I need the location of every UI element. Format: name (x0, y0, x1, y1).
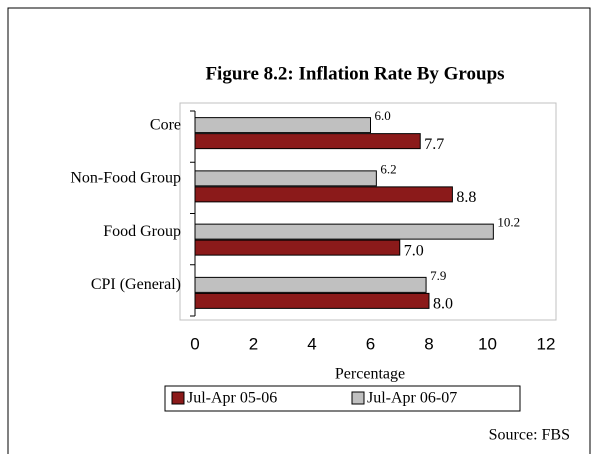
chart-title: Figure 8.2: Inflation Rate By Groups (205, 63, 504, 84)
y-tick-label: Food Group (103, 223, 181, 240)
legend-box (164, 385, 521, 412)
value-label: 7.0 (404, 242, 424, 259)
value-label: 8.8 (456, 189, 476, 206)
y-tick-label: Core (150, 116, 181, 133)
y-tick-label: CPI (General) (91, 276, 181, 293)
bar (194, 292, 430, 309)
legend-label: Jul-Apr 05-06 (187, 390, 277, 407)
value-label: 7.7 (424, 136, 444, 153)
x-tick-label: 2 (249, 334, 258, 353)
value-label: 10.2 (497, 215, 520, 230)
plot-border (179, 102, 557, 321)
x-tick-label: 8 (424, 334, 433, 353)
bar (194, 223, 494, 240)
x-tick-label: 4 (307, 334, 316, 353)
bar (194, 117, 371, 134)
bar (194, 276, 427, 293)
frame (7, 7, 591, 454)
y-tick-label: Non-Food Group (70, 170, 181, 187)
value-label: 6.0 (375, 108, 391, 123)
bar (194, 239, 401, 256)
x-tick-label: 0 (190, 334, 199, 353)
x-axis-label: Percentage (335, 366, 405, 383)
legend-swatch (351, 391, 365, 405)
legend-label: Jul-Apr 06-07 (367, 390, 457, 407)
value-label: 7.9 (430, 268, 446, 283)
bar (194, 170, 377, 187)
bar (194, 133, 421, 150)
x-tick-label: 10 (478, 334, 497, 353)
legend-swatch (171, 391, 185, 405)
x-tick-label: 6 (366, 334, 375, 353)
bar (194, 186, 453, 203)
value-label: 6.2 (380, 161, 396, 176)
value-label: 8.0 (433, 296, 453, 313)
source-note: Source: FBS (489, 427, 570, 444)
x-tick-label: 12 (537, 334, 556, 353)
